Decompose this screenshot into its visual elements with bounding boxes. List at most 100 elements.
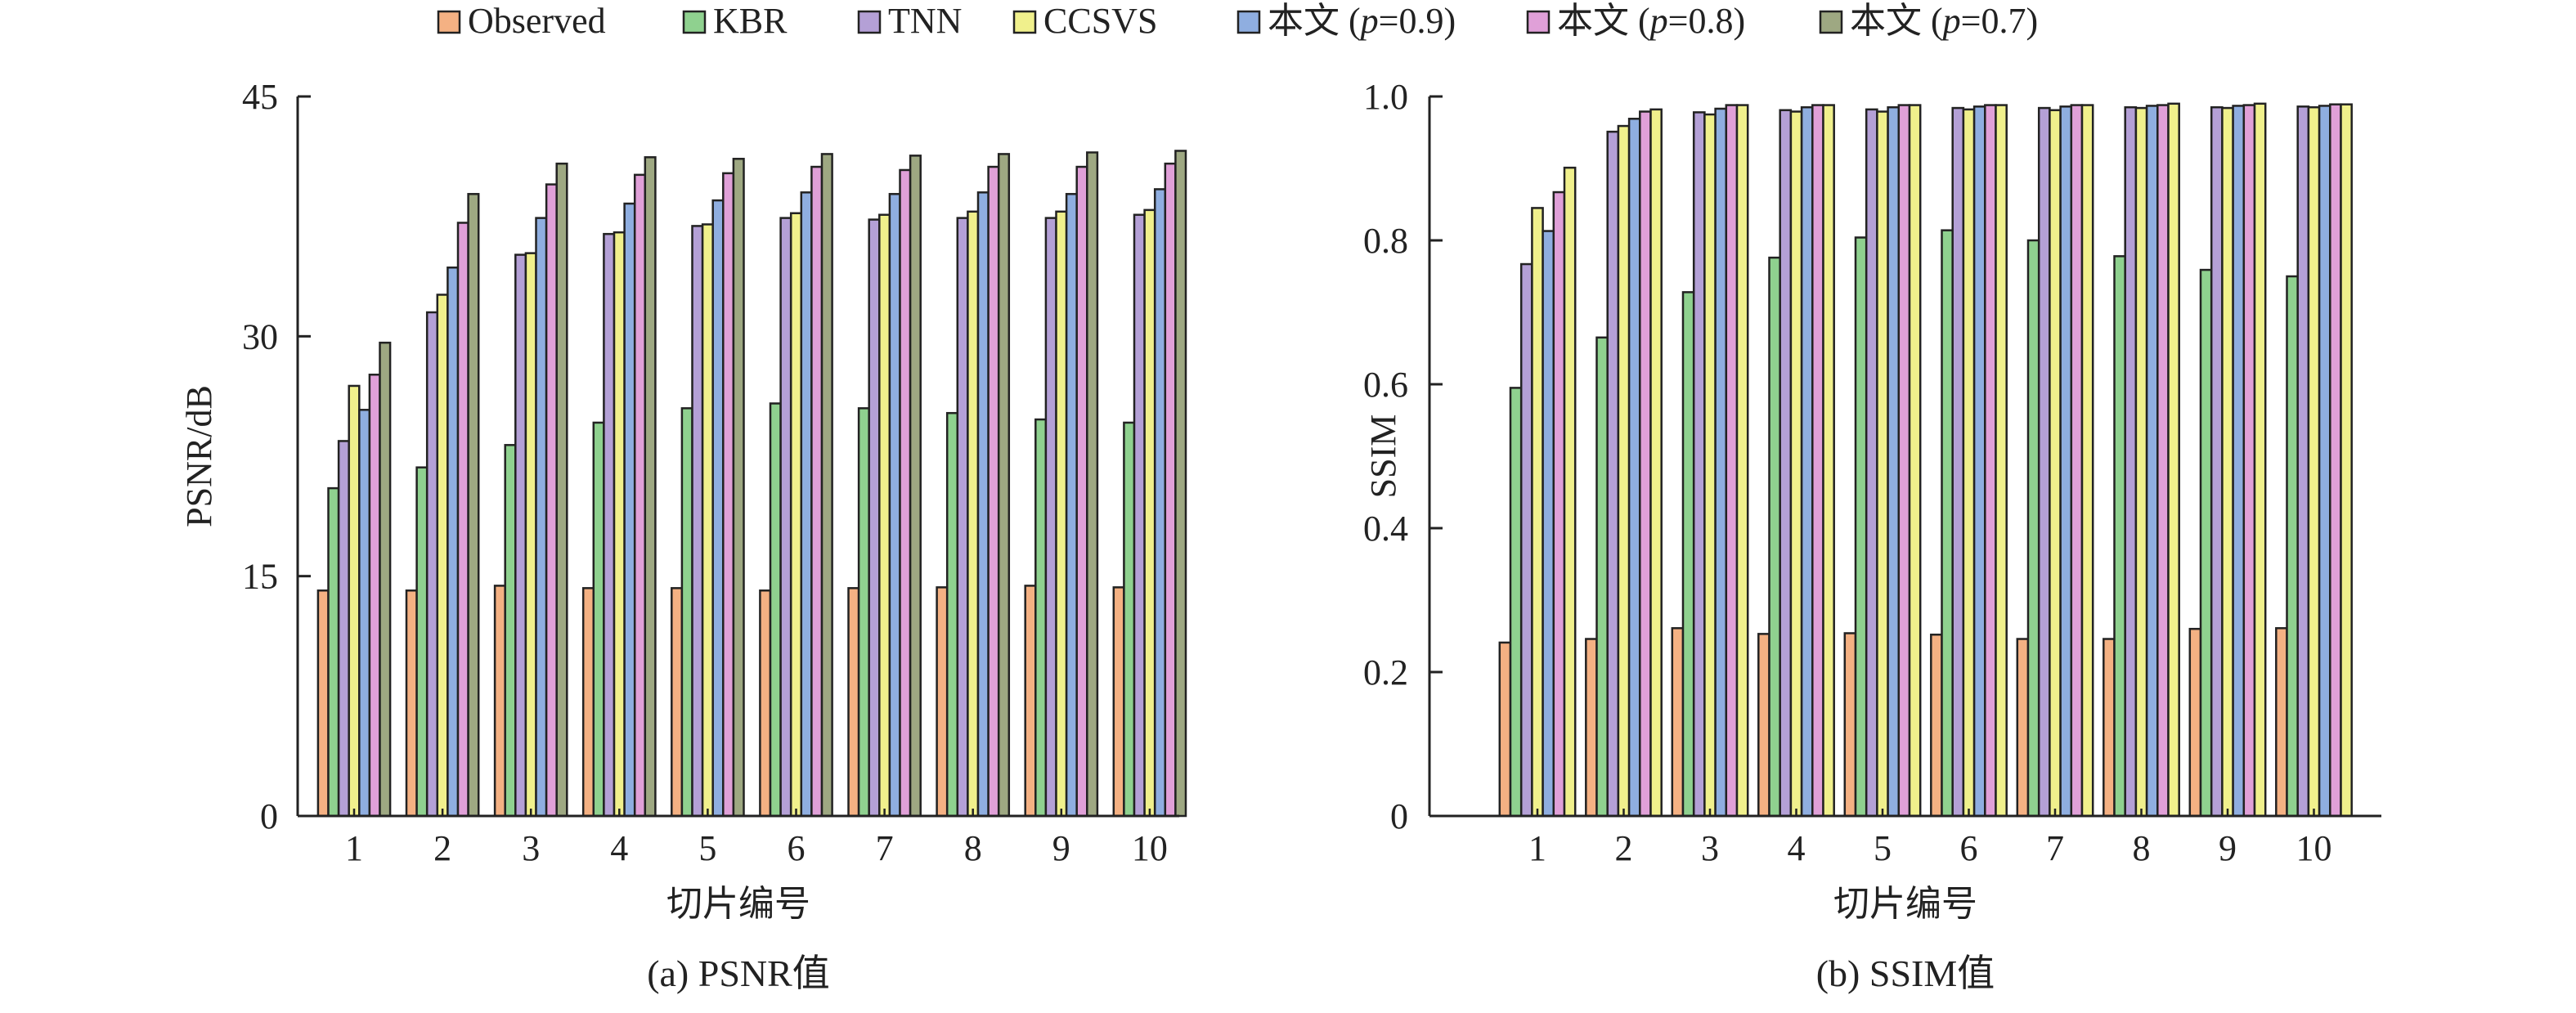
bar [467,193,480,818]
bar [1930,633,1943,818]
legend-label: Observed [468,1,606,41]
bar [701,223,714,818]
bar [2156,104,2170,818]
bar [1034,418,1048,818]
bar [2221,106,2234,818]
legend-swatch [1819,10,1843,34]
legend-label: 本文 (p=0.8) [1557,1,1745,41]
bar [2080,104,2094,818]
bar [1995,104,2008,818]
bar [1617,124,1631,818]
legend-swatch [1526,10,1551,34]
bar [1112,586,1125,818]
bar [810,165,824,818]
x-tick-label: 10 [1132,828,1168,868]
bar [2296,105,2310,818]
legend-swatch [857,10,882,34]
bar [1627,118,1641,818]
bar [1908,104,1922,818]
y-tick-label: 0 [260,796,278,836]
bar [2188,627,2202,818]
bar [1779,109,1793,818]
x-tick-label: 1 [345,828,363,868]
bar [1854,236,1868,818]
x-tick-label: 10 [2296,828,2332,868]
bar [2124,105,2138,818]
bar [1174,150,1187,818]
bar [623,202,636,818]
bar [2307,105,2321,818]
bar [405,589,418,818]
y-tick-label: 30 [242,316,278,356]
bar [379,341,392,818]
x-tick-label: 2 [433,828,451,868]
bar [613,231,626,818]
x-tick-label: 6 [1960,828,1978,868]
bar [2275,627,2288,818]
bar [1133,213,1146,818]
bar [2232,105,2246,818]
bar [976,191,990,818]
bar [997,153,1011,818]
bar [691,225,704,818]
bar [2199,268,2213,818]
bar [769,402,782,818]
bar [1585,638,1598,818]
bar [337,440,350,818]
x-tick-label: 7 [2046,828,2064,868]
bar [1876,110,1889,818]
bar [1984,104,1997,818]
bar [358,409,371,818]
bar [759,589,772,818]
bar [868,218,881,818]
bar [2318,105,2331,818]
bar [592,421,605,818]
bar [2210,105,2224,818]
bar [2059,105,2073,818]
y-axis-label: PSNR/dB [179,385,219,527]
x-tick-label: 4 [610,828,628,868]
bar [535,217,548,818]
bar [504,444,517,818]
bar [1086,151,1099,818]
bar [1075,165,1088,818]
bar [1123,421,1136,818]
y-tick-label: 1.0 [1363,77,1408,117]
bar [1143,208,1156,818]
x-tick-label: 9 [2219,828,2237,868]
bar [909,155,922,818]
bar [857,407,870,818]
y-tick-label: 0.6 [1363,365,1408,405]
bar [1055,210,1068,818]
bar [2286,275,2299,818]
legend-label: TNN [888,1,962,41]
bar [671,587,684,818]
legend-label: 本文 (p=0.9) [1268,1,1456,41]
bar [1595,336,1609,818]
bar [1725,104,1739,818]
bar [1962,108,1976,818]
bar [514,253,527,818]
bar [1671,627,1685,818]
ssim-chart: 1 2 3 4 5 6 7 8 9 10 0 0.2 0.4 0.6 0.8 1.0 SSIM 切片编号 (b) S… [1363,77,2381,994]
bar [436,294,449,818]
bar [2145,105,2159,818]
bar [368,374,381,818]
bar [1552,190,1566,818]
bar [1606,130,1620,818]
bar [447,266,460,818]
bar [1024,585,1037,818]
bar [789,212,803,818]
bar [2242,104,2256,818]
bar [2253,102,2267,818]
bar [888,193,901,818]
bar [633,173,647,818]
bar [327,486,340,818]
bar [348,384,361,818]
bar [1800,105,1814,818]
chart-caption: (b) SSIM值 [1816,952,1995,994]
legend-swatch [1012,10,1037,34]
bar [1941,229,1954,818]
bar [1509,387,1523,818]
